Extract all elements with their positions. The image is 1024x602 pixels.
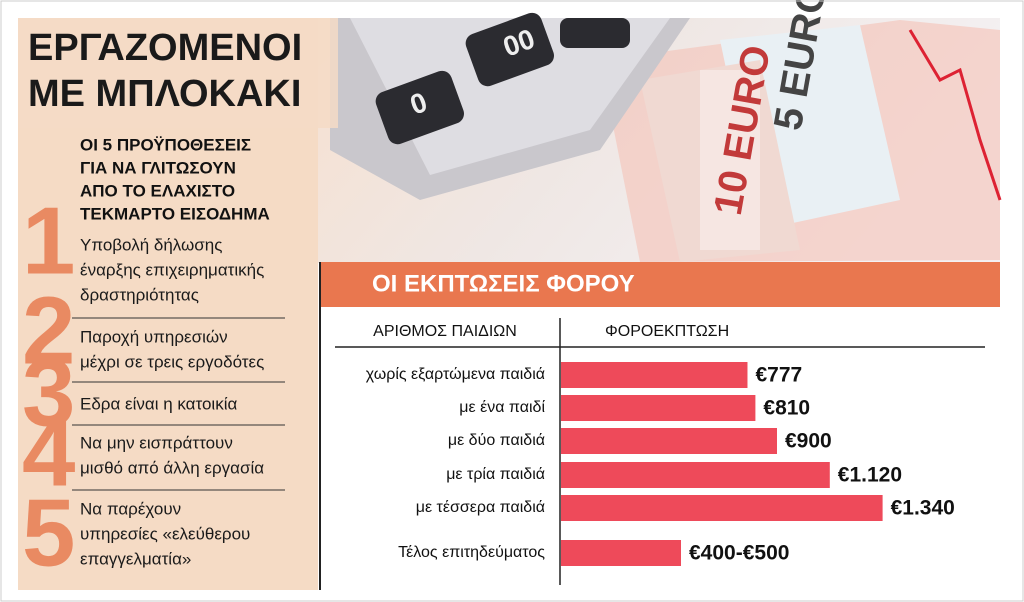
item-text: υπηρεσίες «ελεύθερου	[80, 524, 250, 543]
chart-title: ΟΙ ΕΚΠΤΩΣΕΙΣ ΦΟΡΟΥ	[372, 270, 635, 297]
item-number: 4	[22, 399, 75, 506]
photo: 5 EURO 10 EURO 00 0	[300, 0, 1002, 263]
category-header: ΑΡΙΘΜΟΣ ΠΑΙΔΙΩΝ	[373, 323, 517, 340]
category-label: με δύο παιδιά	[448, 432, 545, 449]
item-text: επαγγελματία»	[80, 549, 191, 568]
item-number: 2	[22, 277, 75, 384]
category-label: με τρία παιδιά	[446, 466, 545, 483]
category-label: με ένα παιδί	[459, 399, 545, 416]
item-text: δραστηριότητας	[80, 285, 199, 304]
bar	[561, 462, 830, 488]
value-label: €900	[785, 430, 832, 453]
value-label: €1.340	[891, 497, 955, 520]
value-label: €810	[763, 397, 810, 420]
fee-bar	[561, 540, 681, 566]
chart-panel	[320, 262, 1000, 590]
bar	[561, 395, 756, 421]
bar	[561, 362, 748, 388]
title-backdrop	[18, 18, 338, 128]
item-text: μέχρι σε τρεις εργοδότες	[80, 352, 264, 371]
chart-title-band	[320, 262, 1000, 307]
item-text: μισθό από άλλη εργασία	[80, 458, 264, 477]
value-label: €777	[755, 364, 802, 387]
conditions-heading: ΤΕΚΜΑΡΤΟ ΕΙΣΟΔΗΜΑ	[80, 204, 270, 223]
bar	[561, 428, 777, 454]
conditions-heading: ΑΠΟ ΤΟ ΕΛΑΧΙΣΤΟ	[80, 181, 235, 200]
value-header: ΦΟΡΟΕΚΠΤΩΣΗ	[605, 323, 729, 340]
category-label: χωρίς εξαρτώμενα παιδιά	[366, 366, 545, 383]
item-text: έναρξης επιχειρηματικής	[80, 260, 264, 279]
title: ΕΡΓΑΖΟΜΕΝΟΙ	[28, 27, 302, 69]
conditions-heading: ΟΙ 5 ΠΡΟΫΠΟΘΕΣΕΙΣ	[80, 135, 251, 154]
item-number: 1	[22, 187, 75, 294]
item-text: Να παρέχουν	[80, 499, 181, 518]
item-text: Παροχή υπηρεσιών	[80, 327, 228, 346]
item-number: 5	[22, 479, 75, 586]
bar	[561, 495, 883, 521]
item-text: Εδρα είναι η κατοικία	[80, 394, 237, 413]
category-label: με τέσσερα παιδιά	[416, 499, 545, 516]
value-label: €1.120	[838, 464, 902, 487]
item-text: Να μην εισπράττουν	[80, 433, 233, 452]
fee-value-label: €400-€500	[689, 542, 789, 565]
conditions-heading: ΓΙΑ ΝΑ ΓΛΙΤΩΣΟΥΝ	[80, 158, 236, 177]
fee-label: Τέλος επιτηδεύματος	[398, 544, 545, 561]
title: ΜΕ ΜΠΛΟΚΑΚΙ	[28, 73, 301, 115]
item-number: 3	[22, 339, 75, 446]
item-text: Υποβολή δήλωσης	[80, 235, 222, 254]
